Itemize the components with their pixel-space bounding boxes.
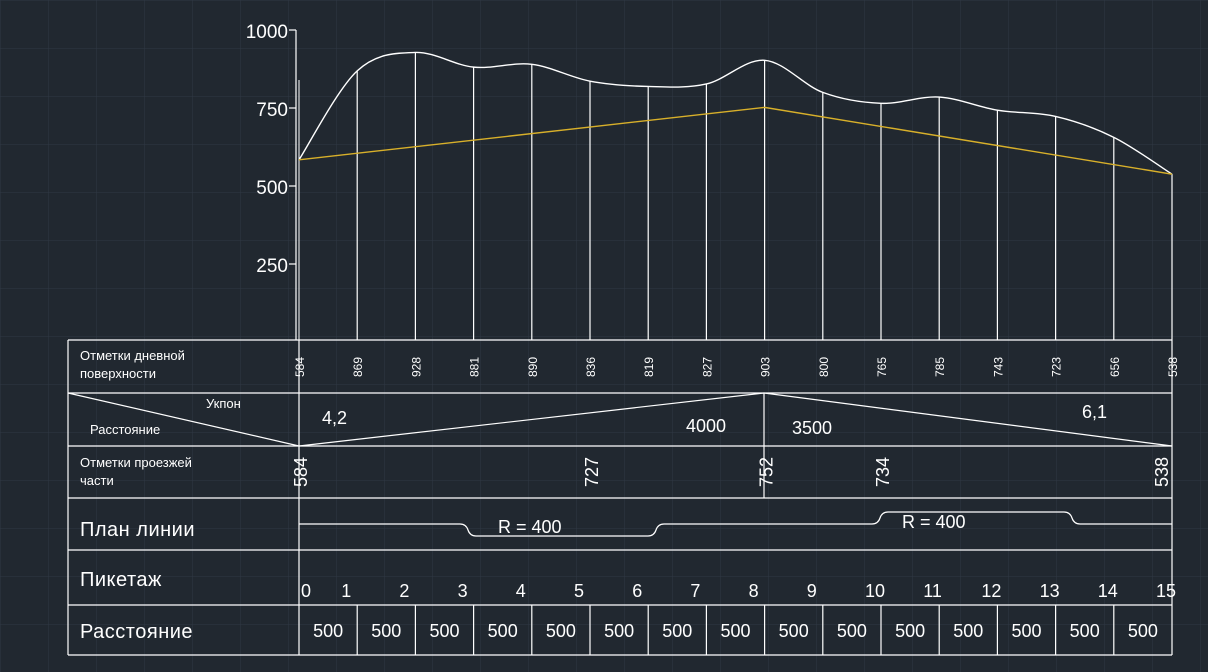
road-elevation-labels: 584 727 752 734 538 (291, 457, 1172, 487)
design-grade-line (298, 106, 1173, 175)
ground-elevation-label: 785 (933, 357, 947, 377)
y-tick-label-250: 250 (256, 256, 288, 277)
plan-curve-label-2: R = 400 (902, 512, 966, 532)
station-label: 13 (1040, 581, 1060, 601)
slope-label-diagonal (67, 392, 300, 447)
row-label-slope-distance: Расстояние (90, 422, 160, 437)
road-elevation-label: 538 (1152, 457, 1172, 487)
ground-elevation-label: 723 (1050, 357, 1064, 377)
y-tick-label-1000: 1000 (246, 22, 288, 43)
ground-surface-line (298, 51, 1173, 175)
station-verticals (356, 52, 1173, 340)
row-label-slope: Укпон (206, 396, 241, 411)
ground-elevation-label: 890 (526, 357, 540, 377)
ground-elevation-label: 836 (584, 357, 598, 377)
distance-label: 500 (895, 621, 925, 641)
distance-cell-dividers (356, 605, 1115, 655)
station-labels: 0 1 2 3 4 5 6 7 8 9 10 11 12 13 14 15 (301, 581, 1176, 601)
profile-table (67, 339, 1173, 656)
profile-chart (289, 29, 1173, 340)
row-label-road-2: части (80, 473, 114, 488)
station-label: 6 (632, 581, 642, 601)
road-elevation-label: 734 (873, 457, 893, 487)
slope-value-1: 4,2 (322, 408, 347, 428)
slope-up-diagonal (298, 392, 765, 447)
slope-distance-1: 4000 (686, 416, 726, 436)
road-elevation-label: 727 (582, 457, 602, 487)
station-label: 3 (458, 581, 468, 601)
station-label: 12 (981, 581, 1001, 601)
distance-label: 500 (1011, 621, 1041, 641)
row-label-stations: Пикетаж (80, 569, 162, 591)
distance-label: 500 (837, 621, 867, 641)
station-label: 11 (923, 581, 942, 601)
ground-elevation-label: 869 (351, 357, 365, 377)
distance-label: 500 (779, 621, 809, 641)
ground-elevation-label: 765 (875, 357, 889, 377)
station-label: 8 (749, 581, 759, 601)
station-label: 9 (807, 581, 817, 601)
ground-elevation-label: 903 (759, 357, 773, 377)
station-label: 10 (865, 581, 885, 601)
y-tick-label-500: 500 (256, 178, 288, 199)
ground-elevation-label: 881 (468, 357, 482, 377)
row-label-road-1: Отметки проезжей (80, 455, 192, 470)
distance-label: 500 (546, 621, 576, 641)
distance-labels: 500 500 500 500 500 500 500 500 500 500 500 500 500 5… (313, 621, 1158, 641)
slope-value-2: 6,1 (1082, 402, 1107, 422)
distance-label: 500 (1070, 621, 1100, 641)
station-label: 7 (690, 581, 700, 601)
distance-label: 500 (429, 621, 459, 641)
ground-elevation-label: 743 (991, 357, 1005, 377)
station-label: 5 (574, 581, 584, 601)
slope-distance-2: 3500 (792, 418, 832, 438)
distance-label: 500 (604, 621, 634, 641)
ground-elevation-labels: 584 869 928 881 890 836 819 827 903 800 765 785 743 7… (293, 357, 1180, 377)
station-label: 4 (516, 581, 526, 601)
plan-curve-label-1: R = 400 (498, 517, 562, 537)
road-elevation-label: 584 (291, 457, 311, 487)
row-label-ground-1: Отметки дневной (80, 348, 185, 363)
row-label-distances: Расстояние (80, 621, 193, 643)
row-label-plan: План линии (80, 519, 195, 541)
row-label-ground-2: поверхности (80, 366, 156, 381)
ground-elevation-label: 538 (1166, 357, 1180, 377)
station-label: 2 (399, 581, 409, 601)
ground-elevation-label: 928 (409, 357, 423, 377)
ground-elevation-label: 656 (1108, 357, 1122, 377)
ground-elevation-label: 819 (642, 357, 656, 377)
distance-label: 500 (313, 621, 343, 641)
distance-label: 500 (662, 621, 692, 641)
ground-elevation-label: 800 (817, 357, 831, 377)
station-label: 14 (1098, 581, 1118, 601)
road-elevation-label: 752 (757, 457, 777, 487)
distance-label: 500 (371, 621, 401, 641)
ground-elevation-label: 584 (293, 357, 307, 377)
station-label: 1 (341, 581, 351, 601)
distance-label: 500 (720, 621, 750, 641)
slope-down-diagonal (763, 392, 1173, 447)
distance-label: 500 (953, 621, 983, 641)
distance-label: 500 (488, 621, 518, 641)
distance-label: 500 (1128, 621, 1158, 641)
y-tick-label-750: 750 (256, 100, 288, 121)
station-label: 15 (1156, 581, 1176, 601)
station-label: 0 (301, 581, 311, 601)
ground-elevation-label: 827 (700, 357, 714, 377)
plan-line-path (299, 511, 1172, 537)
